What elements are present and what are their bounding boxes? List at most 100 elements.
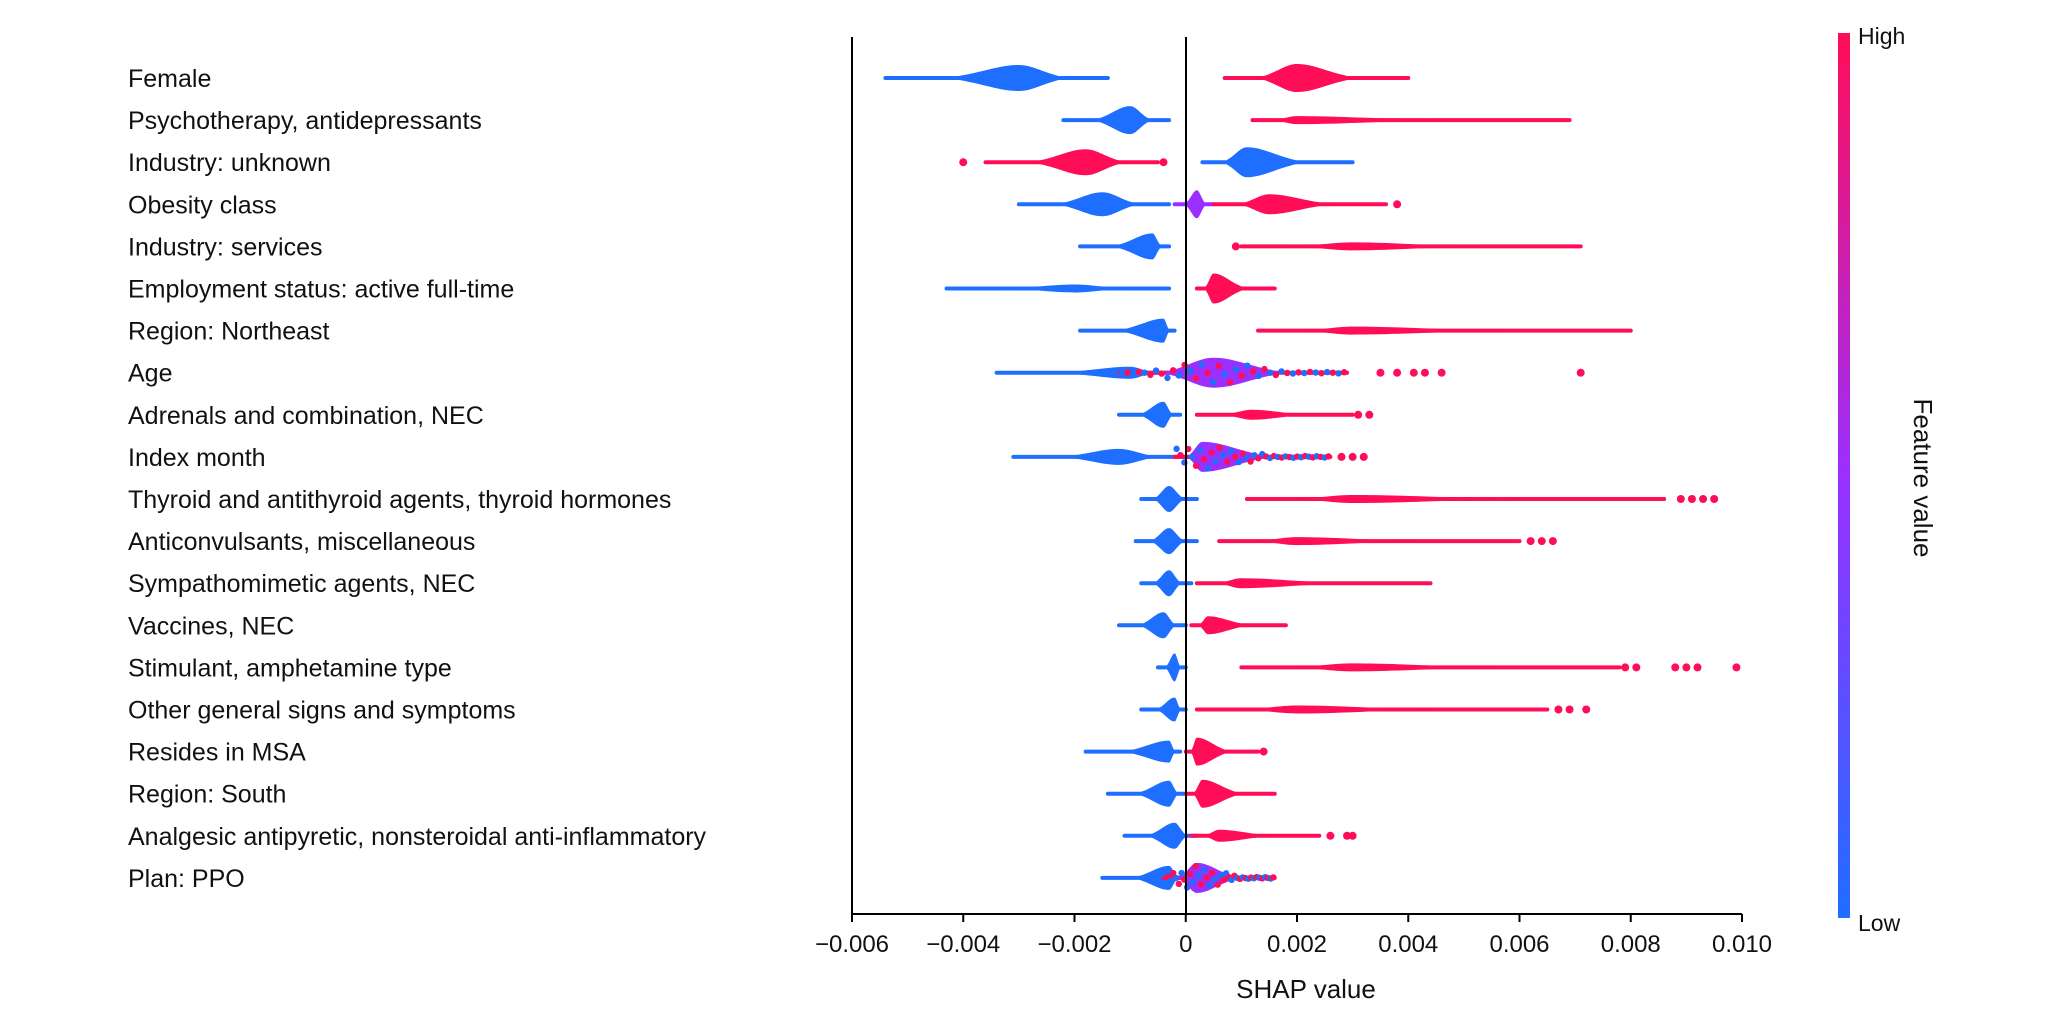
feature-row-psychotherapy-antidepressants: Psychotherapy, antidepressants xyxy=(128,106,1572,135)
shap-density xyxy=(1156,697,1181,722)
shap-point xyxy=(1200,456,1208,463)
shap-point xyxy=(1238,372,1245,380)
feature-label: Industry: unknown xyxy=(128,149,331,177)
shap-point xyxy=(1212,457,1219,465)
shap-point xyxy=(1204,464,1211,472)
shap-point xyxy=(1239,450,1246,457)
shap-outlier xyxy=(1687,495,1696,503)
shap-density xyxy=(1150,528,1185,555)
shap-point xyxy=(1214,881,1221,888)
shap-outlier xyxy=(1409,368,1418,377)
shap-density xyxy=(1272,116,1447,125)
shap-outlier xyxy=(1621,663,1630,672)
shap-point xyxy=(1118,368,1126,376)
shap-point xyxy=(1335,370,1342,377)
feature-row-thyroid-and-antithyroid-agents-thyroid-hormones: Thyroid and antithyroid agents, thyroid … xyxy=(128,486,1719,514)
shap-outlier xyxy=(1354,410,1363,419)
shap-point xyxy=(1289,370,1297,377)
shap-point xyxy=(1329,369,1337,376)
shap-outlier xyxy=(1420,368,1429,377)
shap-outlier xyxy=(1537,537,1546,546)
feature-label: Vaccines, NEC xyxy=(128,612,294,640)
shap-point xyxy=(1266,369,1274,376)
shap-point xyxy=(1169,367,1177,374)
x-axis-ticks: −0.006 −0.004 −0.002 0 0.002 0.004 0.006 0.008 0… xyxy=(815,914,1772,958)
feature-row-plan-ppo: Plan: PPO xyxy=(128,862,1277,893)
shap-point xyxy=(1341,369,1348,376)
feature-label: Psychotherapy, antidepressants xyxy=(128,107,482,135)
shap-point xyxy=(1306,368,1314,376)
shap-outlier xyxy=(1554,705,1563,714)
feature-row-other-general-signs-and-symptoms: Other general signs and symptoms xyxy=(128,697,1591,725)
shap-outlier xyxy=(1548,537,1557,546)
feature-row-age: Age xyxy=(128,357,1585,388)
feature-label: Stimulant, amphetamine type xyxy=(128,654,452,682)
feature-rows: Female Psychotherapy, antidepressants Indu… xyxy=(128,64,1741,893)
colorbar-low-label: Low xyxy=(1858,910,1901,936)
shap-density xyxy=(1216,578,1346,589)
shap-density xyxy=(1060,448,1159,465)
shap-density xyxy=(1004,284,1127,293)
shap-density xyxy=(1198,616,1251,635)
shap-density xyxy=(1300,326,1506,335)
x-axis-title: SHAP value xyxy=(1236,974,1376,1004)
shap-outlier xyxy=(1699,495,1708,503)
shap-density xyxy=(1241,705,1435,714)
shap-point xyxy=(1255,455,1262,462)
shap-point xyxy=(1215,362,1222,370)
shap-point xyxy=(1318,369,1325,377)
shap-point xyxy=(1198,361,1205,368)
shap-point xyxy=(1152,367,1160,374)
shap-point xyxy=(1130,369,1137,377)
shap-outlier xyxy=(1231,242,1240,251)
shap-point xyxy=(1223,458,1231,466)
shap-point xyxy=(1167,877,1174,885)
shap-outlier xyxy=(1393,200,1402,209)
shap-point xyxy=(1170,869,1177,877)
shap-point xyxy=(1192,863,1199,870)
shap-density xyxy=(1187,441,1273,472)
shap-density xyxy=(1123,740,1176,763)
x-tick-label: 0 xyxy=(1179,931,1192,958)
shap-point xyxy=(1178,869,1185,877)
shap-point xyxy=(1231,453,1239,461)
x-tick-label: 0.006 xyxy=(1489,931,1549,958)
shap-point xyxy=(1187,367,1194,375)
shap-density xyxy=(1165,653,1181,682)
feature-label: Region: South xyxy=(128,781,286,809)
shap-outlier xyxy=(1437,368,1446,377)
shap-density xyxy=(1222,147,1306,178)
shap-density xyxy=(1153,486,1185,512)
shap-outlier xyxy=(1693,663,1702,672)
shap-point xyxy=(1220,876,1227,884)
x-tick-label: 0.002 xyxy=(1267,931,1327,958)
feature-row-analgesic-antipyretic-nonsteroidal-anti-inflammatory: Analgesic antipyretic, nonsteroidal anti… xyxy=(128,822,1357,851)
shap-point xyxy=(1295,369,1302,376)
shap-density xyxy=(1291,663,1500,672)
shap-density xyxy=(1203,829,1275,842)
shap-outlier xyxy=(1565,705,1574,714)
shap-point xyxy=(1272,371,1279,379)
feature-row-resides-in-msa: Resides in MSA xyxy=(128,737,1268,767)
colorbar-title: Feature value xyxy=(1908,399,1938,558)
shap-point xyxy=(1208,449,1215,456)
shap-outlier xyxy=(959,158,968,167)
feature-label: Analgesic antipyretic, nonsteroidal anti… xyxy=(128,823,707,851)
shap-point xyxy=(1147,371,1154,379)
shap-outlier xyxy=(1676,495,1685,503)
shap-density xyxy=(1238,194,1334,215)
feature-row-obesity-class: Obesity class xyxy=(128,190,1402,219)
feature-row-industry-services: Industry: services xyxy=(128,233,1583,261)
shap-point xyxy=(1183,884,1191,891)
x-tick-label: 0.004 xyxy=(1378,931,1438,958)
x-tick-label: −0.004 xyxy=(926,931,1000,958)
shap-point xyxy=(1175,880,1182,888)
feature-row-adrenals-and-combination-nec: Adrenals and combination, NEC xyxy=(128,401,1374,430)
shap-outlier xyxy=(1732,663,1741,672)
feature-row-employment-status-active-full-time: Employment status: active full-time xyxy=(128,273,1277,304)
x-tick-label: −0.002 xyxy=(1037,931,1111,958)
shap-outlier xyxy=(1710,495,1719,503)
shap-point xyxy=(1192,375,1200,382)
feature-row-region-south: Region: South xyxy=(128,779,1277,809)
shap-outlier xyxy=(1376,368,1385,377)
